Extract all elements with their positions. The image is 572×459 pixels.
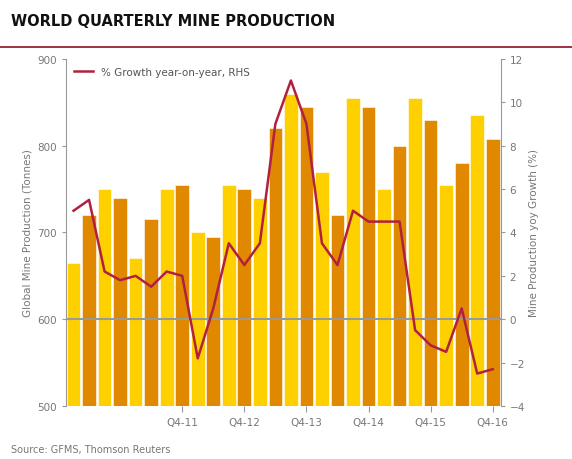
Bar [284, 94, 298, 406]
Bar [176, 185, 189, 406]
Bar [346, 99, 360, 406]
Bar [439, 185, 453, 406]
Bar [253, 198, 267, 406]
Bar [144, 220, 158, 406]
Bar [470, 116, 484, 406]
Legend: % Growth year-on-year, RHS: % Growth year-on-year, RHS [71, 65, 253, 81]
Bar [455, 163, 468, 406]
Bar [160, 190, 173, 406]
Y-axis label: Global Mine Production (Tonnes): Global Mine Production (Tonnes) [23, 149, 33, 317]
Text: Source: GFMS, Thomson Reuters: Source: GFMS, Thomson Reuters [11, 444, 171, 454]
Bar [393, 146, 407, 406]
Bar [486, 140, 499, 406]
Bar [67, 263, 81, 406]
Bar [362, 107, 375, 406]
Bar [377, 190, 391, 406]
Bar [222, 185, 236, 406]
Y-axis label: Mine Production yoy Growth (%): Mine Production yoy Growth (%) [529, 149, 539, 317]
Bar [315, 172, 329, 406]
Bar [237, 190, 251, 406]
Bar [98, 190, 112, 406]
Bar [82, 216, 96, 406]
Bar [331, 216, 344, 406]
Bar [424, 120, 438, 406]
Bar [300, 107, 313, 406]
Bar [129, 259, 142, 406]
Bar [268, 129, 282, 406]
Text: WORLD QUARTERLY MINE PRODUCTION: WORLD QUARTERLY MINE PRODUCTION [11, 14, 336, 29]
Bar [206, 237, 220, 406]
Bar [191, 233, 205, 406]
Bar [113, 198, 127, 406]
Bar [408, 99, 422, 406]
